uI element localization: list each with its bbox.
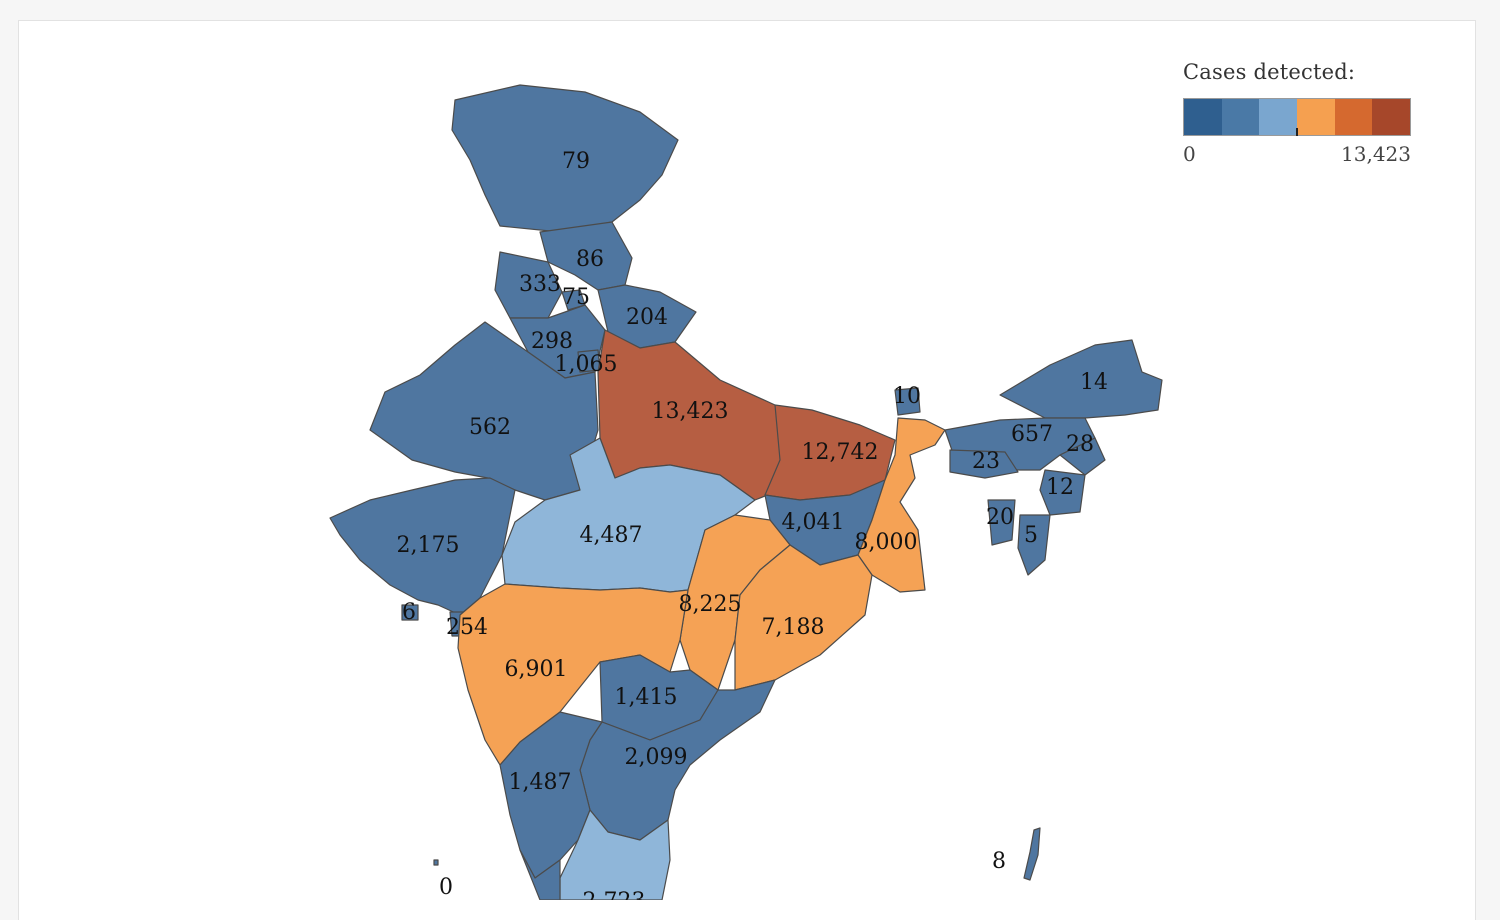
region-sikkim[interactable]: [894, 387, 921, 416]
region-label: 7,188: [762, 615, 825, 640]
region-label: 75: [562, 285, 590, 310]
region-label: 86: [576, 247, 604, 272]
region-label: 6,901: [505, 657, 568, 682]
region-label: 562: [469, 415, 511, 440]
region-label: 204: [626, 305, 668, 330]
region-label: 79: [562, 149, 590, 174]
region-label: 1,487: [509, 770, 572, 795]
region-jammu-kashmir[interactable]: [451, 84, 679, 233]
legend-title: Cases detected:: [1183, 60, 1356, 84]
region-label: 2,175: [397, 533, 460, 558]
region-label: 12,742: [802, 440, 879, 465]
legend-color-scale: [1183, 98, 1411, 136]
region-label: 1,065: [555, 352, 618, 377]
region-andaman-nicobar[interactable]: [1023, 827, 1041, 881]
legend-swatch: [1372, 99, 1411, 135]
region-label: 333: [519, 272, 561, 297]
region-label: 8,000: [855, 530, 918, 555]
region-nagaland[interactable]: [1059, 437, 1106, 476]
region-label: 2,099: [625, 745, 688, 770]
region-label: 0: [439, 875, 453, 900]
region-label: 20: [986, 505, 1014, 530]
india-map: 79 86 333 75 204 298 1,065 562 13,423 12…: [329, 84, 1163, 900]
legend-swatch: [1297, 99, 1335, 135]
region-label: 8: [992, 849, 1006, 874]
region-label: 2,723: [583, 889, 646, 900]
region-label: 13,423: [652, 399, 729, 424]
legend-swatch: [1334, 99, 1373, 135]
legend-min-label: 0: [1183, 142, 1196, 166]
region-label: 8,225: [679, 592, 742, 617]
legend-swatch: [1184, 99, 1222, 135]
region-label: 1,415: [615, 685, 678, 710]
legend-swatch: [1259, 99, 1298, 135]
region-lakshadweep[interactable]: [433, 859, 439, 866]
region-label: 5: [1024, 523, 1038, 548]
legend-scale-labels: 0 13,423: [1183, 142, 1411, 166]
region-label: 254: [446, 615, 488, 640]
region-label: 12: [1046, 475, 1074, 500]
region-label: 298: [531, 329, 573, 354]
region-label: 4,041: [782, 510, 845, 535]
region-west-bengal[interactable]: [857, 417, 946, 593]
region-label: 14: [1080, 370, 1108, 395]
region-mizoram[interactable]: [1017, 514, 1051, 576]
region-label: 6: [402, 600, 416, 625]
region-kerala[interactable]: [519, 849, 561, 900]
region-label: 4,487: [580, 523, 643, 548]
region-tripura[interactable]: [987, 499, 1016, 546]
region-label: 28: [1066, 432, 1094, 457]
legend-max-label: 13,423: [1341, 142, 1411, 166]
legend-midpoint-tick: [1296, 128, 1298, 136]
legend: Cases detected: 0 13,423: [1183, 60, 1413, 166]
legend-swatch: [1221, 99, 1260, 135]
region-odisha[interactable]: [734, 544, 873, 691]
region-label: 10: [893, 384, 921, 409]
region-meghalaya[interactable]: [949, 449, 1019, 479]
region-manipur[interactable]: [1039, 469, 1086, 516]
region-label: 23: [972, 449, 1000, 474]
region-daman-diu[interactable]: [401, 604, 419, 621]
region-label: 657: [1011, 422, 1053, 447]
